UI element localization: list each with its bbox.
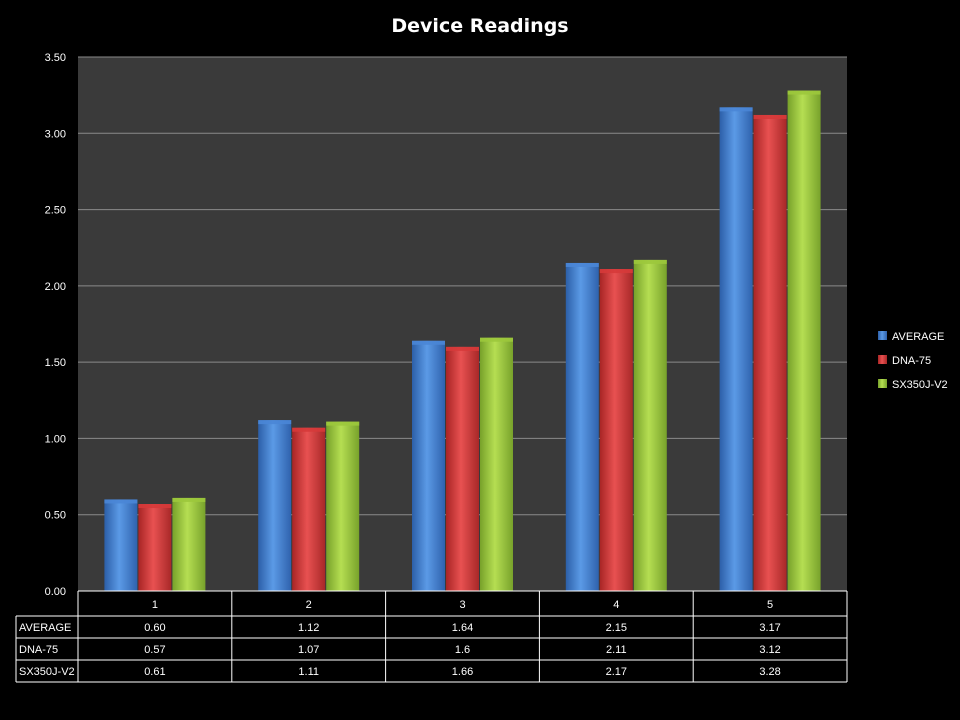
x-tick-label: 3: [459, 599, 465, 611]
bars: [104, 90, 821, 592]
y-tick-label: 2.00: [45, 281, 66, 293]
data-label: 1.12: [298, 622, 319, 634]
legend-label: AVERAGE: [892, 331, 944, 343]
table-row-label: AVERAGE: [19, 622, 71, 634]
data-label: 1.07: [298, 644, 319, 656]
y-tick-label: 1.50: [45, 357, 66, 369]
bar: [138, 504, 172, 591]
bar-cap: [633, 259, 667, 264]
bar: [104, 499, 138, 591]
legend: AVERAGE DNA-75 SX350J-V2: [878, 331, 948, 391]
bar-cap: [719, 107, 753, 112]
bar-cap: [753, 114, 787, 119]
table-row-label: SX350J-V2: [19, 666, 75, 678]
data-label: 0.57: [144, 644, 165, 656]
bar: [753, 114, 787, 591]
data-label: 2.17: [606, 666, 627, 678]
x-tick-label: 5: [767, 599, 773, 611]
legend-label: SX350J-V2: [892, 379, 948, 391]
data-label: 0.61: [144, 666, 165, 678]
y-tick-label: 3.50: [45, 52, 66, 64]
bar-cap: [412, 340, 445, 345]
bar: [633, 259, 667, 591]
bar-cap: [138, 504, 172, 509]
bar: [292, 427, 326, 591]
x-tick-label: 4: [613, 599, 619, 611]
data-label: 3.12: [759, 644, 780, 656]
data-label: 3.17: [759, 622, 780, 634]
y-tick-label: 0.00: [45, 586, 66, 598]
bar-cap: [480, 337, 513, 342]
data-label: 1.64: [452, 622, 473, 634]
data-label: 2.11: [606, 644, 627, 656]
x-tick-label: 1: [152, 599, 158, 611]
bar-cap: [104, 499, 138, 504]
bar: [446, 346, 479, 591]
legend-swatch: [878, 379, 887, 388]
bar: [258, 420, 292, 591]
x-tick-label: 2: [306, 599, 312, 611]
data-label: 1.6: [455, 644, 470, 656]
bar: [412, 340, 445, 591]
y-tick-label: 2.50: [45, 205, 66, 217]
data-label: 0.60: [144, 622, 165, 634]
data-label: 1.66: [452, 666, 473, 678]
bar-cap: [599, 269, 633, 274]
bar-cap: [446, 346, 479, 351]
bar-cap: [258, 420, 292, 425]
bar-cap: [787, 90, 821, 95]
bar: [172, 497, 206, 591]
bar: [565, 262, 599, 591]
legend-label: DNA-75: [892, 355, 931, 367]
bar: [326, 421, 360, 591]
data-label: 3.28: [759, 666, 780, 678]
data-table: 1 2 3 4 5 AVERAGE 0.60 1.12 1.64 2.15 3.17 DNA-75 0.…: [15, 590, 848, 683]
y-tick-label: 1.00: [45, 433, 66, 445]
bar-cap: [292, 427, 326, 432]
bar: [480, 337, 513, 591]
bar-cap: [565, 262, 599, 267]
data-label: 2.15: [606, 622, 627, 634]
bar: [719, 107, 753, 591]
table-row-label: DNA-75: [19, 644, 58, 656]
bar-cap: [172, 497, 206, 502]
legend-swatch: [878, 355, 887, 364]
y-axis-ticks: 0.00 0.50 1.00 1.50 2.00 2.50 3.00 3.50: [45, 52, 66, 598]
legend-swatch: [878, 331, 887, 340]
y-tick-label: 3.00: [45, 128, 66, 140]
data-label: 1.11: [298, 666, 319, 678]
chart-title: Device Readings: [391, 15, 568, 37]
y-tick-label: 0.50: [45, 510, 66, 522]
bar: [787, 90, 821, 592]
bar: [599, 269, 633, 591]
bar-cap: [326, 421, 360, 426]
